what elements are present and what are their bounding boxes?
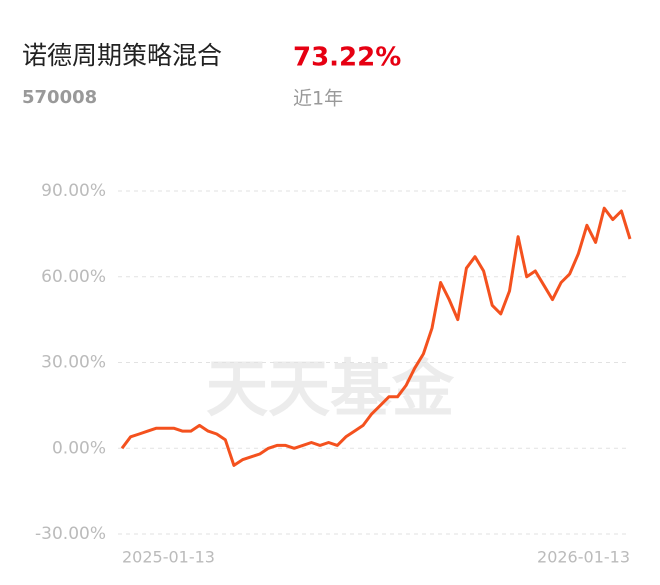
y-tick-label: 30.00% <box>41 353 106 373</box>
fund-name: 诺德周期策略混合 <box>22 41 222 70</box>
y-tick-label: 0.00% <box>52 438 106 458</box>
fund-return: 73.22% <box>293 43 401 73</box>
watermark: 天天基金 <box>206 352 455 425</box>
y-tick-label: 90.00% <box>41 181 106 201</box>
x-tick-label: 2025-01-13 <box>122 548 215 567</box>
y-tick-label: -30.00% <box>35 524 106 544</box>
line <box>120 206 632 467</box>
x-tick-label: 2026-01-13 <box>537 548 630 567</box>
period-label: 近1年 <box>293 88 343 110</box>
y-tick-label: 60.00% <box>41 267 106 287</box>
fund-code: 570008 <box>22 87 97 108</box>
